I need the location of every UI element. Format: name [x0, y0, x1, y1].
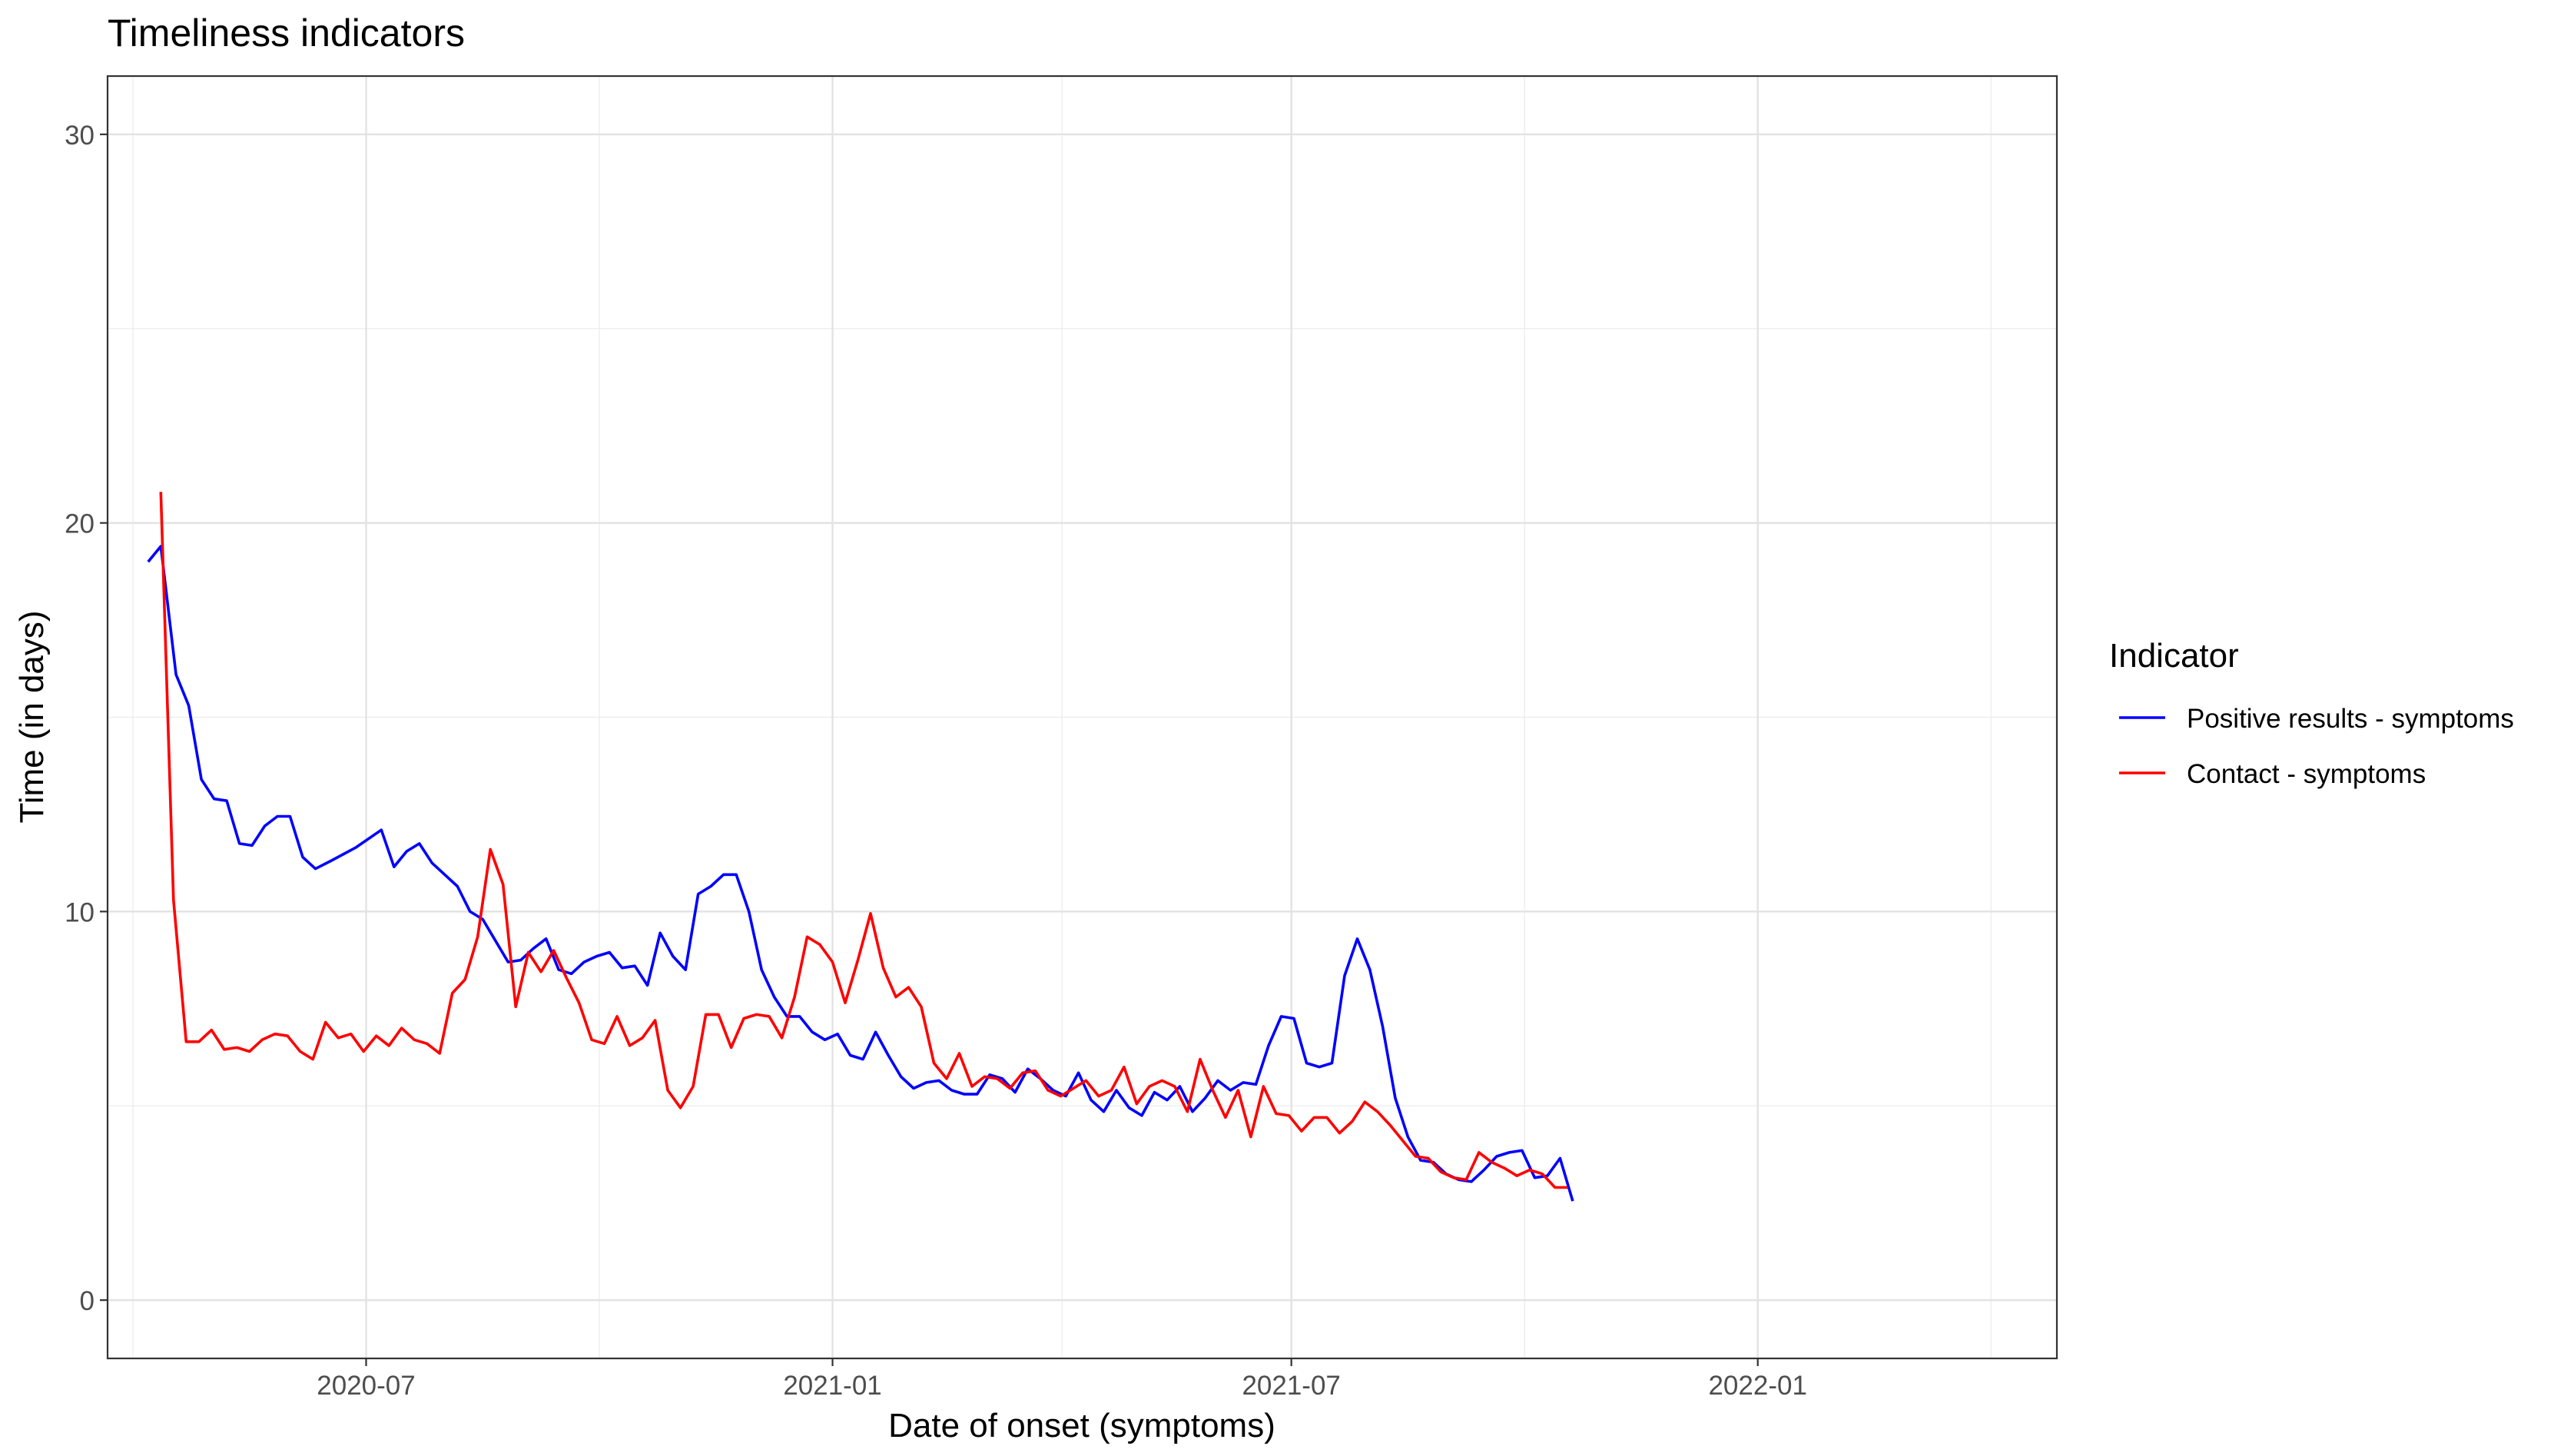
- x-tick-label: 2020-07: [317, 1371, 415, 1401]
- y-tick-label: 0: [80, 1286, 95, 1316]
- legend-label-positive-results: Positive results - symptoms: [2187, 704, 2514, 734]
- series-line-contact: [159, 492, 1568, 1189]
- plot-grid: [108, 76, 2057, 1358]
- x-tick-label: 2021-07: [1242, 1371, 1340, 1401]
- legend-items: Positive results - symptoms Contact - sym…: [2119, 704, 2514, 789]
- x-tick-label: 2021-01: [783, 1371, 881, 1401]
- x-axis: 2020-07 2021-01 2021-07 2022-01: [317, 1358, 1807, 1401]
- y-axis-title: Time (in days): [13, 610, 51, 823]
- x-axis-title: Date of onset (symptoms): [888, 1407, 1275, 1444]
- plot-lines: [147, 492, 1574, 1202]
- y-tick-label: 10: [65, 897, 95, 927]
- plot-panel-border: [106, 75, 2058, 1360]
- legend: Indicator Positive results - symptoms Con…: [2109, 637, 2514, 789]
- x-tick-label: 2022-01: [1708, 1371, 1806, 1401]
- legend-label-contact: Contact - symptoms: [2187, 759, 2426, 789]
- y-axis: 0 10 20 30: [65, 121, 108, 1316]
- y-tick-label: 30: [65, 121, 95, 151]
- series-line-positive-results: [147, 545, 1574, 1202]
- y-tick-label: 20: [65, 509, 95, 539]
- legend-title: Indicator: [2109, 637, 2239, 675]
- chart-title: Timeliness indicators: [108, 12, 465, 55]
